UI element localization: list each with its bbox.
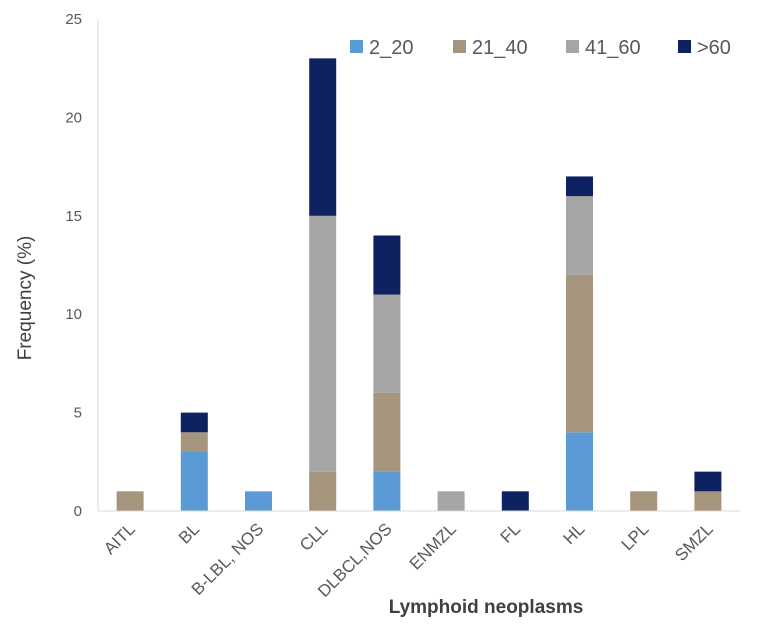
bar-segment	[309, 58, 337, 216]
bar-segment	[245, 491, 272, 511]
legend-label: 2_20	[369, 37, 414, 59]
legend: 2_20 21_40 41_60 >60	[350, 37, 731, 59]
x-category-label: LPL	[618, 519, 653, 554]
y-tick-label: 15	[65, 208, 82, 225]
x-category-label: AITL	[100, 519, 139, 558]
bar-segment	[309, 471, 337, 511]
x-category-label: FL	[497, 519, 524, 546]
bar-segment	[373, 235, 401, 295]
x-axis-title: Lymphoid neoplasms	[389, 597, 584, 618]
legend-swatch	[678, 40, 691, 53]
bar-segment	[373, 471, 401, 511]
bar-segment	[373, 294, 401, 393]
y-tick-label: 10	[65, 306, 82, 323]
bar-segment	[566, 176, 593, 197]
y-tick-label: 0	[74, 503, 82, 520]
legend-label: >60	[697, 37, 731, 59]
bar-segment	[116, 491, 144, 511]
legend-swatch	[453, 40, 466, 53]
x-category-label: CLL	[296, 519, 331, 554]
y-axis: 0 5 10 15 20 25	[65, 11, 99, 520]
bar-segment	[180, 451, 208, 511]
bar-segment	[566, 196, 593, 275]
legend-swatch	[566, 40, 579, 53]
bars	[116, 58, 722, 511]
x-category-label: SMZL	[671, 519, 716, 564]
legend-swatch	[350, 40, 363, 53]
bar-segment	[180, 432, 208, 452]
bar-segment	[694, 491, 722, 511]
legend-label: 21_40	[472, 37, 528, 59]
bar-segment	[180, 412, 208, 433]
x-category-label: HL	[560, 519, 589, 548]
bar-segment	[309, 215, 337, 472]
y-tick-label: 20	[65, 109, 82, 126]
bar-segment	[566, 274, 593, 433]
bar-segment	[566, 432, 593, 511]
bar-segment	[694, 471, 722, 492]
y-axis-title: Frequency (%)	[15, 236, 36, 361]
x-category-label: BL	[175, 519, 203, 547]
bar-segment	[437, 491, 465, 511]
legend-label: 41_60	[585, 37, 641, 59]
y-tick-label: 5	[74, 405, 82, 422]
bar-segment	[501, 491, 529, 511]
bar-segment	[373, 392, 401, 472]
y-tick-label: 25	[65, 11, 82, 28]
x-category-label: ENMZL	[406, 519, 460, 573]
bar-segment	[630, 491, 658, 511]
